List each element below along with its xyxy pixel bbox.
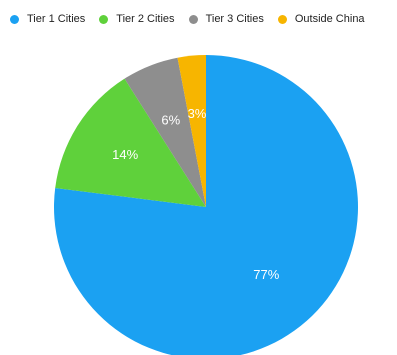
legend: Tier 1 Cities Tier 2 Cities Tier 3 Citie… — [10, 10, 397, 28]
legend-label-tier-2-cities: Tier 2 Cities — [116, 13, 175, 25]
pie-slice-tier-3-cities — [124, 57, 206, 207]
slice-label-outside-china: 3% — [188, 106, 207, 121]
legend-item-tier-3-cities: Tier 3 Cities — [188, 13, 264, 25]
legend-item-tier-1-cities: Tier 1 Cities — [10, 13, 85, 25]
legend-swatch-tier-1-cities — [10, 14, 19, 24]
legend-item-tier-2-cities: Tier 2 Cities — [99, 13, 175, 25]
legend-swatch-tier-3-cities — [188, 14, 198, 24]
slice-label-tier-3-cities: 6% — [161, 112, 180, 127]
legend-label-tier-1-cities: Tier 1 Cities — [27, 13, 86, 25]
pie-slice-tier-1-cities — [54, 55, 358, 355]
legend-item-outside-china: Outside China — [277, 13, 365, 25]
legend-label-outside-china: Outside China — [294, 13, 365, 25]
legend-swatch-tier-2-cities — [99, 14, 109, 24]
slice-label-tier-2-cities: 14% — [112, 147, 138, 162]
legend-label-tier-3-cities: Tier 3 Cities — [205, 13, 264, 25]
slice-label-tier-1-cities: 77% — [253, 267, 279, 282]
legend-swatch-outside-china — [277, 14, 287, 24]
pie-slice-outside-china — [177, 55, 206, 207]
pie-slice-tier-2-cities — [55, 78, 207, 207]
